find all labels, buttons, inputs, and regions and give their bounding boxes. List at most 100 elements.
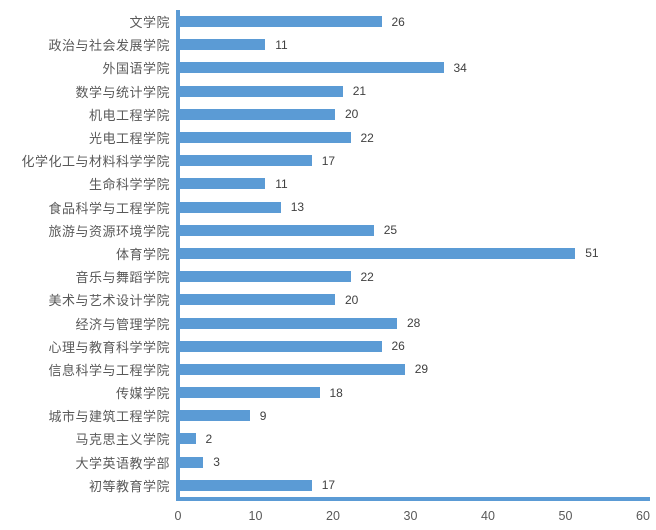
table-row: 光电工程学院 22 bbox=[0, 126, 656, 149]
value-label: 28 bbox=[407, 316, 421, 331]
x-tick-label: 60 bbox=[636, 509, 650, 523]
value-label: 13 bbox=[290, 200, 305, 215]
table-row: 生命科学学院 11 bbox=[0, 172, 656, 195]
table-row: 经济与管理学院 28 bbox=[0, 311, 656, 334]
bar-track: 29 bbox=[180, 362, 428, 376]
category-label: 外国语学院 bbox=[102, 61, 170, 77]
value-label: 18 bbox=[329, 385, 343, 400]
plot-area: 文学院 26 政治与社会发展学院 11 外国语学院 34 数学与统计学院 21 机电工程学院 20… bbox=[0, 10, 656, 497]
bar-track: 26 bbox=[180, 339, 405, 353]
value-label: 51 bbox=[585, 246, 599, 261]
bar bbox=[180, 247, 576, 259]
bar-track: 17 bbox=[180, 154, 335, 168]
bar bbox=[180, 108, 335, 120]
table-row: 传媒学院 18 bbox=[0, 381, 656, 404]
category-label: 文学院 bbox=[129, 15, 170, 31]
bar-track: 25 bbox=[180, 223, 397, 237]
bar-track: 18 bbox=[180, 386, 343, 400]
category-label: 美术与艺术设计学院 bbox=[48, 293, 170, 309]
table-row: 马克思主义学院 2 bbox=[0, 427, 656, 450]
table-row: 数学与统计学院 21 bbox=[0, 80, 656, 103]
bar bbox=[180, 39, 266, 51]
value-label: 17 bbox=[321, 478, 336, 493]
x-tick-label: 40 bbox=[481, 509, 495, 523]
category-label: 数学与统计学院 bbox=[75, 84, 170, 100]
value-label: 9 bbox=[259, 408, 267, 423]
bar bbox=[180, 363, 405, 375]
category-label: 光电工程学院 bbox=[88, 131, 170, 147]
table-row: 信息科学与工程学院 29 bbox=[0, 358, 656, 381]
bar bbox=[180, 201, 281, 213]
value-label: 34 bbox=[453, 60, 467, 75]
table-row: 化学化工与材料科学学院 17 bbox=[0, 149, 656, 172]
bar bbox=[180, 16, 382, 28]
bar-track: 26 bbox=[180, 15, 405, 29]
value-label: 17 bbox=[321, 153, 336, 168]
value-label: 20 bbox=[345, 107, 359, 122]
x-tick-label: 10 bbox=[248, 509, 263, 523]
bar-track: 11 bbox=[180, 177, 288, 191]
x-axis-line bbox=[176, 497, 650, 501]
bar-track: 20 bbox=[180, 293, 358, 307]
table-row: 食品科学与工程学院 13 bbox=[0, 196, 656, 219]
bar bbox=[180, 317, 397, 329]
table-row: 初等教育学院 17 bbox=[0, 474, 656, 497]
bar-track: 2 bbox=[180, 432, 212, 446]
bar bbox=[180, 62, 444, 74]
y-axis-line bbox=[176, 10, 180, 501]
bar bbox=[180, 132, 351, 144]
x-tick-label: 30 bbox=[403, 509, 418, 523]
bar bbox=[180, 155, 312, 167]
bar bbox=[180, 294, 335, 306]
bar-track: 21 bbox=[180, 84, 366, 98]
bar bbox=[180, 410, 250, 422]
category-label: 生命科学学院 bbox=[88, 177, 170, 193]
bar bbox=[180, 433, 196, 445]
table-row: 旅游与资源环境学院 25 bbox=[0, 219, 656, 242]
table-row: 美术与艺术设计学院 20 bbox=[0, 288, 656, 311]
bar-track: 51 bbox=[180, 246, 599, 260]
category-label: 初等教育学院 bbox=[88, 478, 170, 494]
category-label: 音乐与舞蹈学院 bbox=[75, 270, 170, 286]
bar-track: 3 bbox=[180, 455, 220, 469]
x-axis-tick-labels: 0 10 20 30 40 50 60 bbox=[0, 509, 656, 527]
category-label: 马克思主义学院 bbox=[75, 432, 170, 448]
bar-track: 34 bbox=[180, 61, 467, 75]
bar-track: 22 bbox=[180, 270, 374, 284]
table-row: 大学英语教学部 3 bbox=[0, 451, 656, 474]
bar bbox=[180, 387, 320, 399]
category-label: 机电工程学院 bbox=[88, 107, 170, 123]
value-label: 26 bbox=[391, 339, 405, 354]
value-label: 11 bbox=[275, 176, 288, 191]
bar-track: 9 bbox=[180, 409, 266, 423]
bar bbox=[180, 479, 312, 491]
value-label: 21 bbox=[352, 84, 367, 99]
table-row: 外国语学院 34 bbox=[0, 56, 656, 79]
bar-track: 17 bbox=[180, 478, 335, 492]
category-label: 心理与教育科学学院 bbox=[48, 339, 170, 355]
value-label: 11 bbox=[275, 37, 288, 52]
x-tick-label: 50 bbox=[558, 509, 573, 523]
value-label: 2 bbox=[205, 431, 213, 446]
table-row: 音乐与舞蹈学院 22 bbox=[0, 265, 656, 288]
bar-track: 13 bbox=[180, 200, 304, 214]
category-label: 食品科学与工程学院 bbox=[48, 200, 170, 216]
table-row: 心理与教育科学学院 26 bbox=[0, 335, 656, 358]
bar-track: 28 bbox=[180, 316, 420, 330]
bar bbox=[180, 85, 343, 97]
category-label: 政治与社会发展学院 bbox=[48, 38, 170, 54]
category-label: 体育学院 bbox=[115, 246, 170, 262]
bar bbox=[180, 271, 351, 283]
bar bbox=[180, 340, 382, 352]
value-label: 3 bbox=[213, 455, 220, 470]
table-row: 机电工程学院 20 bbox=[0, 103, 656, 126]
category-label: 化学化工与材料科学学院 bbox=[21, 154, 170, 170]
table-row: 体育学院 51 bbox=[0, 242, 656, 265]
bar bbox=[180, 456, 204, 468]
bar bbox=[180, 178, 266, 190]
category-label: 大学英语教学部 bbox=[75, 455, 170, 471]
x-tick-label: 20 bbox=[326, 509, 340, 523]
category-label: 传媒学院 bbox=[115, 386, 170, 402]
bar-track: 11 bbox=[180, 38, 288, 52]
